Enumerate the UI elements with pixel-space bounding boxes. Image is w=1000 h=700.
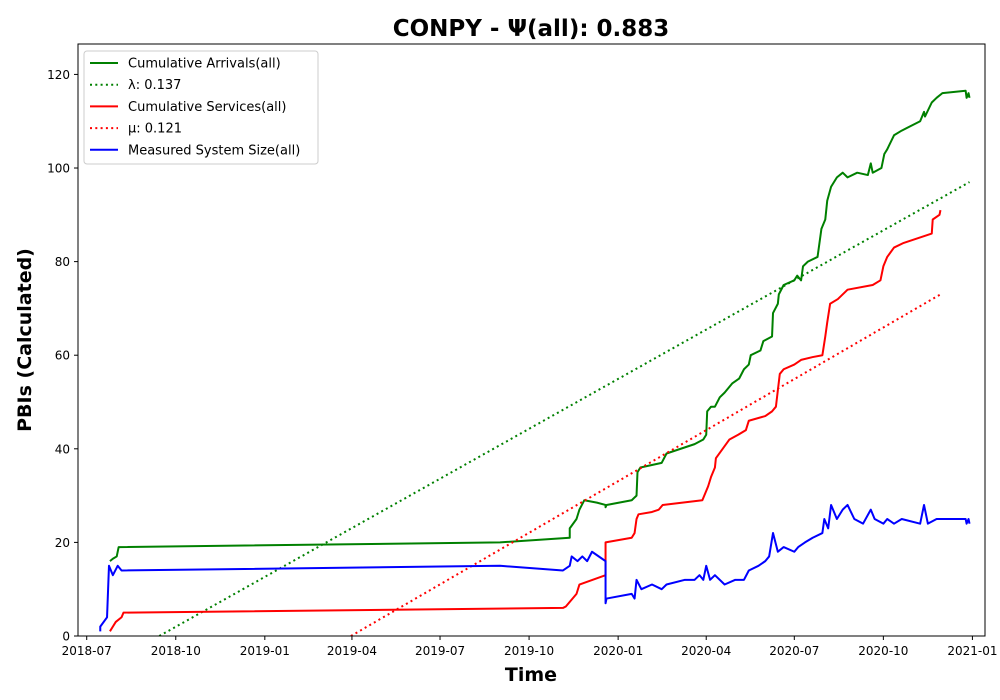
series-line-4 [350,293,941,636]
y-axis-ticks: 0 20 40 60 80 100 120 [47,68,78,644]
legend-label: μ: 0.121 [128,122,182,137]
series-line-1 [109,89,971,562]
y-tick-label: 60 [55,349,70,363]
x-axis-title: Time [505,664,557,686]
series-line-5 [99,503,971,632]
y-tick-label: 120 [47,68,70,82]
x-tick-label: 2020-01 [593,644,643,658]
x-tick-label: 2020-10 [858,644,908,658]
x-axis-ticks: 2018-07 2018-10 2019-01 2019-04 2019-07 2019-… [62,636,997,658]
x-tick-label: 2021-01 [947,644,997,658]
x-tick-label: 2019-10 [504,644,554,658]
y-tick-label: 0 [62,630,70,644]
y-tick-label: 20 [55,536,70,550]
y-tick-label: 80 [55,255,70,269]
x-tick-label: 2018-10 [151,644,201,658]
y-tick-label: 40 [55,442,70,456]
series-line-3 [109,209,942,632]
legend-box [83,50,319,165]
legend-label: Cumulative Services(all) [128,100,286,115]
x-tick-label: 2018-07 [62,644,112,658]
legend: Cumulative Arrivals(all) λ: 0.137 Cumulati… [83,50,319,165]
x-tick-label: 2020-07 [769,644,819,658]
legend-label: Cumulative Arrivals(all) [128,57,281,72]
y-axis-title: PBIs (Calculated) [14,248,36,432]
series-layer [99,89,971,636]
plot-frame [77,43,986,637]
y-tick-label: 100 [47,162,70,176]
x-tick-label: 2019-07 [415,644,465,658]
x-tick-label: 2019-04 [327,644,377,658]
series-line-2 [158,181,970,636]
legend-label: Measured System Size(all) [128,143,300,158]
legend-label: λ: 0.137 [128,78,181,93]
x-tick-label: 2020-04 [681,644,731,658]
x-tick-label: 2019-01 [240,644,290,658]
chart-title: CONPY - Ψ(all): 0.883 [393,16,670,42]
